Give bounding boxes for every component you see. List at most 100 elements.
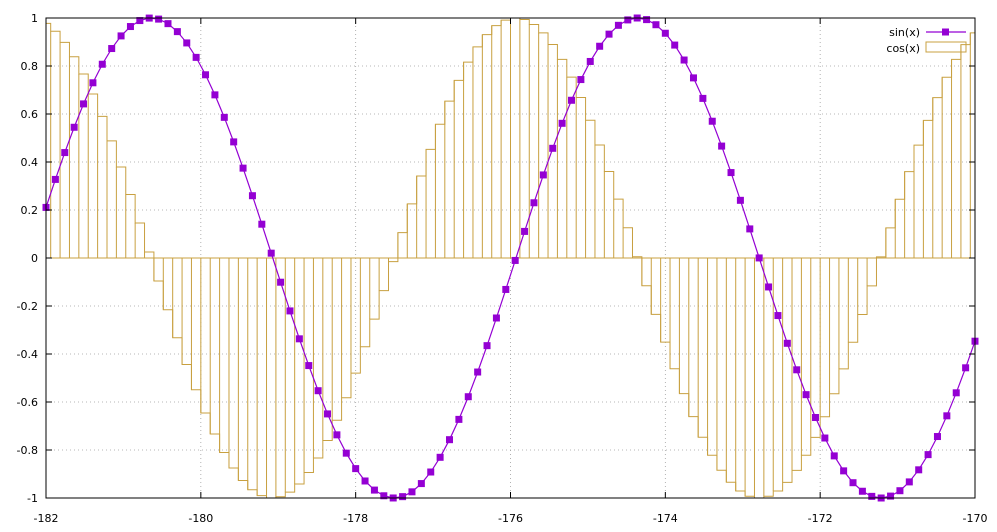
x-tick-label: -174 [653, 512, 678, 525]
sin-point [70, 123, 78, 131]
legend-label-cos: cos(x) [886, 42, 920, 55]
sin-point [830, 452, 838, 460]
y-tick-label: 0.4 [21, 156, 39, 169]
sin-point [295, 335, 303, 343]
y-tick-label: 0.2 [21, 204, 39, 217]
sin-point [173, 28, 181, 36]
sin-point [521, 227, 529, 235]
sin-point [887, 492, 895, 500]
sin-point [680, 56, 688, 64]
y-tick-label: 1 [31, 12, 38, 25]
sin-point [342, 449, 350, 457]
sin-point [277, 278, 285, 286]
sin-point [727, 169, 735, 177]
sin-point [352, 465, 360, 473]
sin-point [849, 479, 857, 487]
sin-point [746, 225, 754, 233]
sin-point [51, 175, 59, 183]
cos-series [46, 17, 975, 499]
y-tick-label: -1 [27, 492, 38, 505]
sin-series [42, 14, 979, 502]
sin-point [380, 492, 388, 500]
sin-point [699, 94, 707, 102]
sin-point [89, 79, 97, 87]
sin-point [155, 15, 163, 23]
sin-point [905, 478, 913, 486]
axis-ticks [45, 17, 976, 499]
y-tick-label: -0.2 [17, 300, 38, 313]
sin-point [248, 192, 256, 200]
sin-point [943, 412, 951, 420]
sin-point [924, 451, 932, 459]
x-tick-label: -172 [808, 512, 833, 525]
sin-point [868, 492, 876, 500]
sin-point [408, 488, 416, 496]
sin-point [314, 387, 322, 395]
y-tick-label: -0.8 [17, 444, 38, 457]
sin-point [333, 431, 341, 439]
sin-point [802, 391, 810, 399]
legend: sin(x) cos(x) [886, 26, 967, 55]
sin-point [567, 96, 575, 104]
sin-point [652, 21, 660, 29]
sin-point [605, 30, 613, 38]
sin-point [427, 468, 435, 476]
sin-point [718, 142, 726, 150]
sin-point [708, 117, 716, 125]
sin-point [436, 453, 444, 461]
sin-point [577, 76, 585, 84]
sin-point [689, 74, 697, 82]
sin-point [502, 285, 510, 293]
y-tick-label: 0.8 [21, 60, 39, 73]
sin-point [164, 20, 172, 28]
sin-point [108, 45, 116, 53]
sin-point [258, 220, 266, 228]
sin-point [783, 339, 791, 347]
y-tick-label: -0.4 [17, 348, 38, 361]
sin-point [896, 487, 904, 495]
sin-point [858, 487, 866, 495]
sin-point [98, 60, 106, 68]
sin-point [239, 164, 247, 172]
sin-point [624, 16, 632, 24]
sin-point [136, 17, 144, 25]
sin-point [952, 389, 960, 397]
sin-point [474, 368, 482, 376]
sin-point [126, 23, 134, 31]
sin-point [230, 138, 238, 146]
y-tick-label: -0.6 [17, 396, 38, 409]
sin-point [370, 486, 378, 494]
sin-point [736, 196, 744, 204]
sin-point [933, 433, 941, 441]
sin-point [821, 434, 829, 442]
sin-point [464, 393, 472, 401]
sin-point [661, 29, 669, 37]
sin-point [915, 466, 923, 474]
sin-point [286, 307, 294, 315]
sin-point [61, 149, 69, 157]
sin-point [765, 283, 773, 291]
sin-point [305, 362, 313, 370]
sin-point [202, 71, 210, 79]
sin-point [962, 364, 970, 372]
legend-label-sin: sin(x) [889, 26, 920, 39]
sin-point [643, 16, 651, 24]
legend-marker-sin [942, 28, 949, 36]
sin-point [192, 53, 200, 61]
x-tick-label: -178 [343, 512, 368, 525]
sin-point [558, 119, 566, 127]
sin-point [596, 42, 604, 50]
sin-point [586, 57, 594, 65]
sin-point [267, 249, 275, 257]
sin-point [399, 493, 407, 501]
y-tick-label: 0 [31, 252, 38, 265]
sin-point [492, 314, 500, 322]
sin-point [324, 410, 332, 418]
x-tick-label: -176 [498, 512, 523, 525]
tick-labels: -182 -180 -178 -176 -174 -172 -170 -1 -0.8 -0.6 -0… [17, 12, 988, 525]
sin-point [755, 254, 763, 262]
sin-point [417, 480, 425, 488]
sin-point [361, 477, 369, 485]
